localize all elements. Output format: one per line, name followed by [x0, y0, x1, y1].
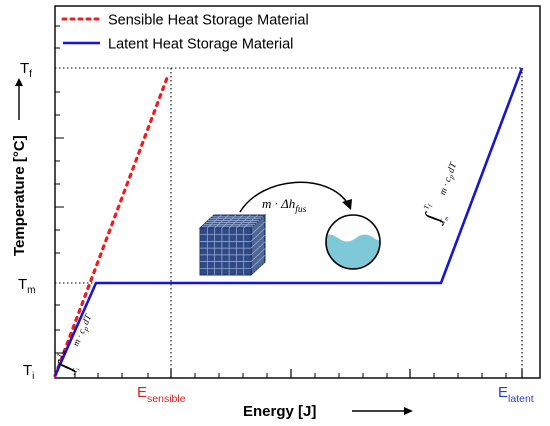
svg-text:Tf: Tf [422, 201, 434, 211]
y-tick-tm: Tm [18, 276, 36, 296]
phase-change-arrowhead-icon [342, 199, 352, 210]
y-axis-title: Temperature [°C] [11, 78, 28, 256]
svg-text:m · cpdT: m · cpdT [438, 161, 460, 197]
plot-frame [54, 5, 541, 379]
legend-latent-label: Latent Heat Storage Material [108, 37, 293, 53]
integral-annotation-high: ∫ Tf Tm m · cpdT [419, 161, 460, 227]
y-axis-arrow-icon [15, 78, 23, 86]
sensible-heat-line [53, 76, 169, 378]
phase-change-arrow [239, 181, 349, 213]
y-axis-label: Temperature [°C] [11, 135, 28, 256]
x-tick-e-latent: Elatent [498, 384, 534, 405]
svg-text:Tm: Tm [438, 215, 450, 226]
svg-text:Tm: Tm [55, 348, 67, 359]
x-tick-e-sensible: Esensible [137, 384, 186, 405]
y-ticks [55, 25, 64, 354]
x-axis-title: Energy [J] [243, 403, 413, 420]
guide-lines [55, 67, 523, 378]
phase-change-label: m · Δhfus [262, 196, 307, 215]
grid-cube-icon [198, 213, 267, 277]
x-axis-label: Energy [J] [243, 403, 316, 420]
legend: Sensible Heat Storage Material Latent He… [61, 13, 309, 53]
water-sphere-icon [325, 214, 381, 270]
x-minor-ticks [74, 373, 507, 378]
legend-sensible-label: Sensible Heat Storage Material [108, 13, 309, 29]
y-tick-ti: Ti [23, 362, 34, 382]
y-tick-tf: Tf [20, 60, 32, 80]
x-major-ticks [170, 369, 523, 378]
svg-text:Ti: Ti [70, 366, 82, 375]
latent-heat-line [53, 67, 524, 377]
x-axis-arrow-icon [404, 407, 413, 415]
